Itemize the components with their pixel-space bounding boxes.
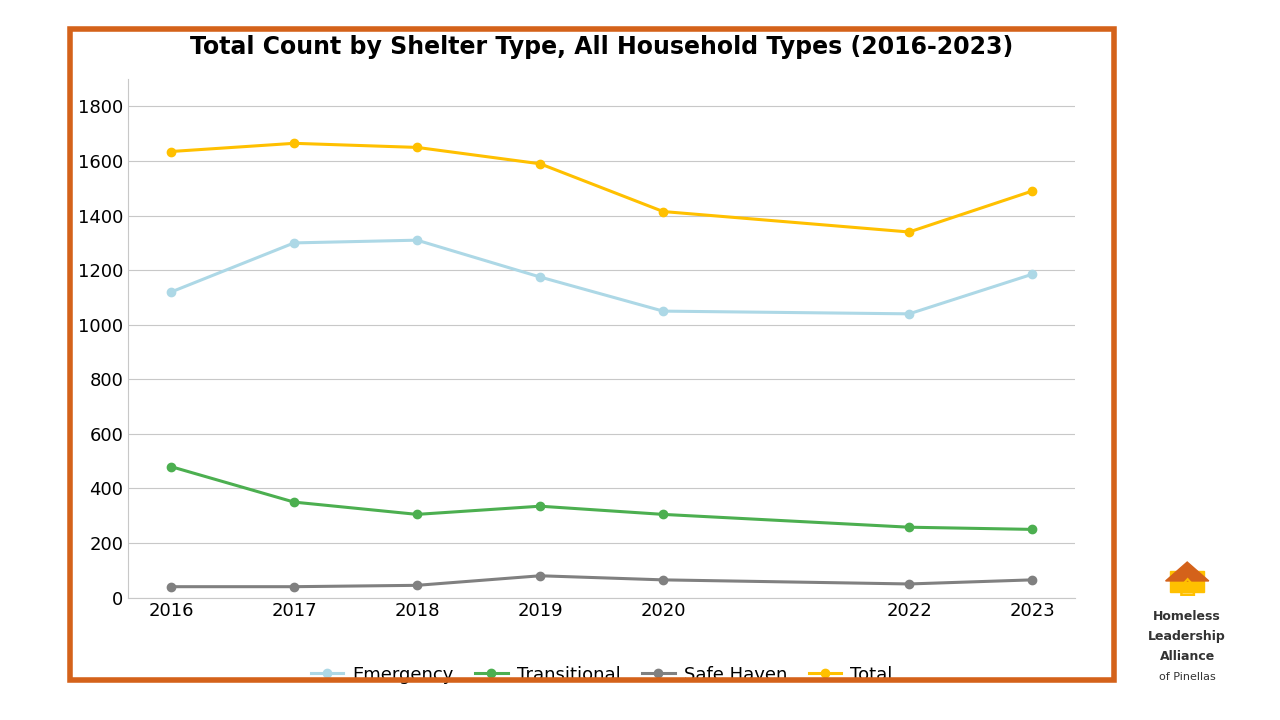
Legend: Emergency, Transitional, Safe Haven, Total: Emergency, Transitional, Safe Haven, Tot…	[303, 659, 900, 691]
Text: Alliance: Alliance	[1160, 650, 1215, 663]
Polygon shape	[1166, 562, 1208, 581]
Text: Homeless: Homeless	[1153, 610, 1221, 623]
Text: of Pinellas: of Pinellas	[1158, 672, 1216, 682]
Title: Total Count by Shelter Type, All Household Types (2016-2023): Total Count by Shelter Type, All Househo…	[189, 35, 1014, 59]
FancyBboxPatch shape	[1170, 571, 1204, 592]
Text: ⌂: ⌂	[1178, 573, 1197, 602]
Text: Leadership: Leadership	[1148, 630, 1226, 643]
